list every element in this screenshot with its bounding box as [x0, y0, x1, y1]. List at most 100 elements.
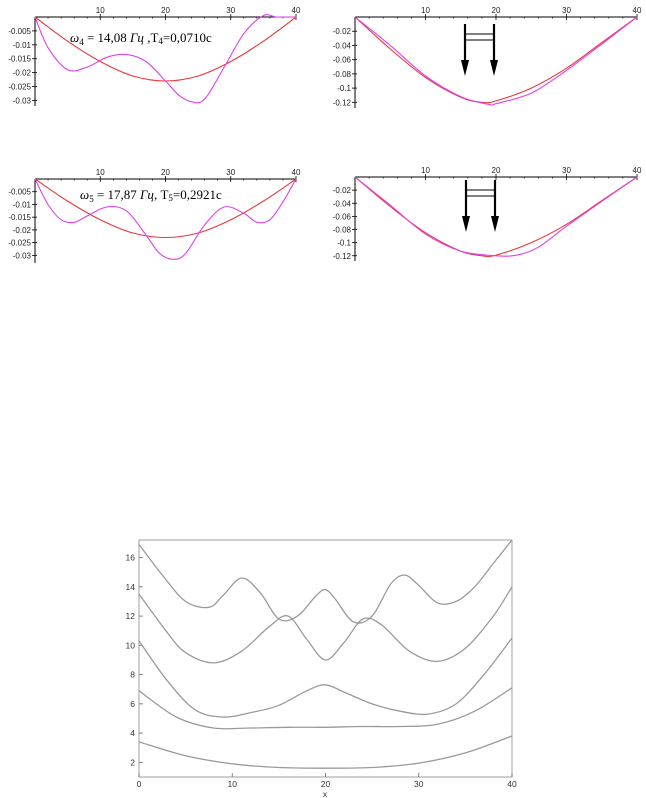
y-tick-label: -0.01 — [13, 200, 32, 209]
chart5-ticks: 0 10 20 30 40 2 4 6 8 10 12 14 16 — [126, 553, 517, 789]
chart1-ticks: 10 20 30 40 -0.005 -0.01 -0.015 -0.02 -0.025 -0.0… — [8, 6, 301, 105]
load-arrows-2 — [462, 180, 499, 232]
y-tick-label: 12 — [126, 611, 136, 621]
series-line-4 — [138, 586, 513, 664]
arrow-head-left — [462, 216, 470, 232]
series-line-1 — [34, 178, 297, 239]
y-tick-label: -0.06 — [333, 56, 352, 65]
omega-symbol: ω — [70, 30, 79, 45]
y-tick-label: -0.12 — [333, 98, 352, 107]
y-tick-label: -0.025 — [8, 83, 31, 92]
chart-omega5-displacement: 10 20 30 40 -0.005 -0.01 -0.015 -0.02 -0.025 -0.0… — [8, 168, 301, 263]
x-tick-label: 20 — [161, 6, 170, 15]
chart3-annotation: ω5 = 17,87 Гц, T5=0,2921c — [80, 187, 222, 204]
y-tick-label: -0.01 — [13, 41, 32, 50]
y-tick-label: -0.02 — [333, 186, 352, 195]
chart1-axes — [32, 14, 297, 106]
chart-omega4-displacement: 10 20 30 40 -0.005 -0.01 -0.015 -0.02 -0.025 -0.0… — [8, 6, 301, 106]
y-tick-label: -0.005 — [8, 27, 31, 36]
x-tick-label: 30 — [226, 6, 235, 15]
chart1-annotation: ω4 = 14,08 Гц ,T4=0,0710c — [70, 30, 212, 47]
series-line-1 — [138, 735, 513, 769]
frequency-unit: Гц — [129, 30, 144, 45]
series-line-1 — [354, 16, 638, 104]
y-tick-label: 16 — [126, 553, 136, 563]
y-tick-label: 2 — [130, 757, 135, 767]
omega-subscript: 5 — [89, 194, 94, 204]
series-line-2 — [34, 14, 297, 104]
y-tick-label: -0.015 — [8, 55, 31, 64]
omega-value: = 14,08 — [84, 30, 130, 45]
y-tick-label: -0.1 — [337, 239, 351, 248]
y-tick-label: -0.025 — [8, 239, 31, 248]
y-tick-label: 8 — [130, 670, 135, 680]
period-prefix: , T — [154, 187, 169, 202]
x-tick-label: 30 — [226, 168, 235, 177]
y-tick-label: -0.12 — [333, 252, 352, 261]
x-tick-label: 0 — [137, 779, 142, 789]
x-tick-label: 30 — [414, 779, 424, 789]
series-line-2 — [354, 176, 638, 257]
y-tick-label: -0.03 — [13, 96, 32, 105]
series-line-3 — [138, 637, 513, 718]
period-subscript: 5 — [168, 193, 173, 203]
y-tick-label: -0.06 — [333, 212, 352, 221]
arrow-head-right — [491, 216, 499, 232]
x-tick-label: 40 — [292, 6, 301, 15]
omega-subscript: 4 — [79, 37, 84, 47]
x-tick-label: 10 — [96, 168, 105, 177]
x-tick-label: 40 — [292, 168, 301, 177]
y-tick-label: -0.04 — [333, 199, 352, 208]
x-tick-label: 40 — [633, 6, 642, 15]
omega-value: = 17,87 — [94, 187, 140, 202]
x-tick-label: 30 — [562, 6, 571, 15]
chart5-series — [138, 539, 513, 769]
chart-frequency-spectrum: 0 10 20 30 40 2 4 6 8 10 12 14 16 x — [126, 539, 517, 798]
y-tick-label: -0.02 — [13, 226, 32, 235]
chart4-series — [354, 176, 638, 258]
chart4-ticks: 10 20 30 40 -0.02 -0.04 -0.06 -0.08 -0.1 -0.12 — [333, 166, 642, 261]
series-line-5 — [138, 539, 513, 624]
x-tick-label: 20 — [161, 168, 170, 177]
omega-symbol: ω — [80, 187, 89, 202]
chart5-axes — [138, 539, 513, 778]
period-value: =0,2921c — [173, 187, 222, 202]
x-tick-label: 20 — [492, 6, 501, 15]
x-tick-label: 10 — [421, 6, 430, 15]
y-tick-label: -0.005 — [8, 188, 31, 197]
frequency-unit: Гц — [139, 187, 154, 202]
chart3-series — [34, 178, 297, 260]
y-tick-label: 6 — [130, 699, 135, 709]
arrow-head-right — [490, 60, 498, 76]
period-value: =0,0710c — [163, 30, 212, 45]
series-line-2 — [354, 16, 638, 106]
x-tick-label: 20 — [492, 166, 501, 175]
period-subscript: 4 — [158, 36, 163, 46]
chart2-axes — [352, 14, 638, 108]
y-tick-label: -0.08 — [333, 70, 352, 79]
y-tick-label: -0.08 — [333, 226, 352, 235]
load-arrows-1 — [461, 24, 498, 76]
chart4-axes — [352, 174, 638, 261]
y-tick-label: 14 — [126, 582, 136, 592]
period-prefix: ,T — [144, 30, 159, 45]
y-tick-label: -0.03 — [13, 251, 32, 260]
arrow-head-left — [461, 60, 469, 76]
chart2-ticks: 10 20 30 40 -0.02 -0.04 -0.06 -0.08 -0.1 -0.12 — [333, 6, 642, 107]
chart5-xlabel: x — [323, 789, 328, 798]
chart3-axes — [32, 176, 297, 263]
series-line-2 — [138, 687, 513, 730]
y-tick-label: 10 — [126, 640, 136, 650]
x-tick-label: 10 — [228, 779, 238, 789]
chart-omega4-static-load: 10 20 30 40 -0.02 -0.04 -0.06 -0.08 -0.1 -0.12 — [333, 6, 642, 108]
chart1-series — [34, 14, 297, 104]
y-tick-label: -0.015 — [8, 213, 31, 222]
y-tick-label: -0.02 — [333, 27, 352, 36]
x-tick-label: 40 — [507, 779, 517, 789]
chart-omega5-static-load: 10 20 30 40 -0.02 -0.04 -0.06 -0.08 -0.1 -0.12 — [333, 166, 642, 261]
y-tick-label: 4 — [130, 728, 135, 738]
x-tick-label: 10 — [96, 6, 105, 15]
y-tick-label: -0.1 — [337, 84, 351, 93]
x-tick-label: 20 — [321, 779, 331, 789]
